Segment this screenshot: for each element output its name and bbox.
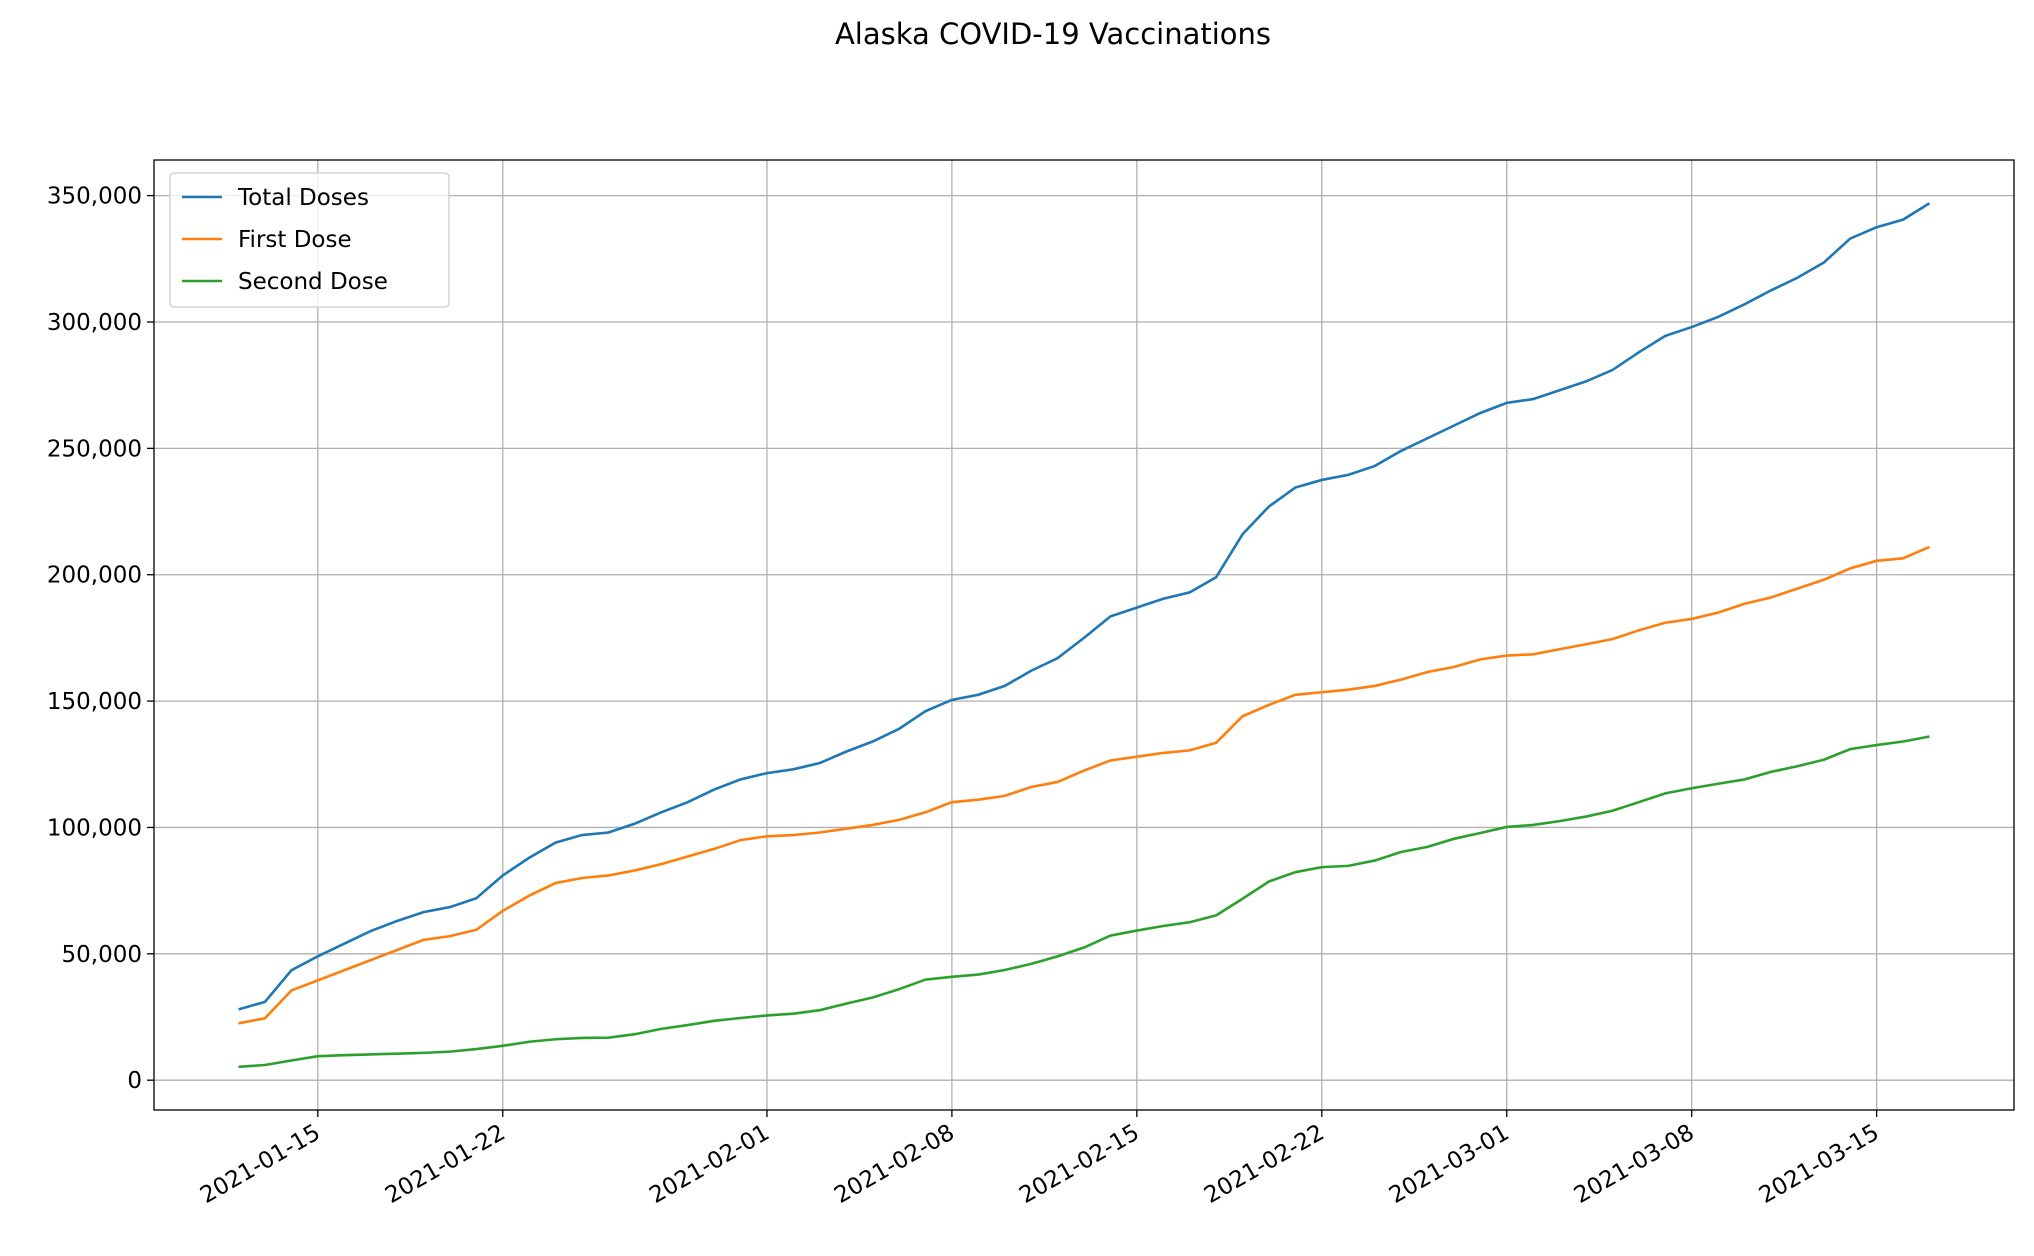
y-tick-label: 0 (127, 1068, 142, 1094)
legend-label: First Dose (238, 227, 352, 253)
legend-box (169, 172, 450, 308)
y-tick-label: 200,000 (47, 563, 142, 589)
x-tick-label: 2021-02-08 (830, 1120, 959, 1209)
x-tick-label: 2021-02-22 (1200, 1120, 1329, 1209)
legend-label: Total Doses (237, 185, 369, 211)
y-tick-label: 350,000 (47, 184, 142, 210)
legend-label: Second Dose (238, 269, 388, 295)
x-tick-label: 2021-03-01 (1385, 1120, 1514, 1209)
y-tick-label: 250,000 (47, 436, 142, 462)
x-tick-label: 2021-03-08 (1570, 1120, 1699, 1209)
y-tick-label: 50,000 (62, 942, 142, 968)
plot-frame (153, 159, 2015, 1111)
x-tick-label: 2021-02-01 (645, 1120, 774, 1209)
x-tick-label: 2021-01-15 (196, 1120, 325, 1209)
x-tick-label: 2021-03-15 (1755, 1120, 1884, 1209)
line-series (238, 735, 1930, 1069)
chart-title: Alaska COVID-19 Vaccinations (835, 17, 1271, 51)
y-tick-label: 150,000 (47, 689, 142, 715)
line-series (238, 202, 1931, 1011)
line-series (238, 545, 1930, 1025)
x-tick-label: 2021-02-15 (1015, 1120, 1144, 1209)
y-tick-label: 300,000 (47, 310, 142, 336)
x-tick-label: 2021-01-22 (381, 1120, 510, 1209)
y-tick-label: 100,000 (47, 815, 142, 841)
